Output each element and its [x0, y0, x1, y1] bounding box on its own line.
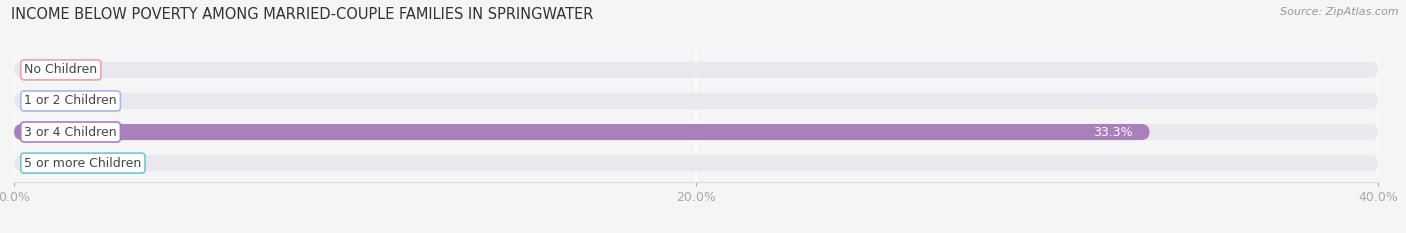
FancyBboxPatch shape: [14, 124, 1378, 140]
Text: No Children: No Children: [24, 63, 97, 76]
Text: 1 or 2 Children: 1 or 2 Children: [24, 94, 117, 107]
Text: 33.3%: 33.3%: [1092, 126, 1132, 139]
Text: 0.0%: 0.0%: [41, 63, 73, 76]
Text: INCOME BELOW POVERTY AMONG MARRIED-COUPLE FAMILIES IN SPRINGWATER: INCOME BELOW POVERTY AMONG MARRIED-COUPL…: [11, 7, 593, 22]
Text: Source: ZipAtlas.com: Source: ZipAtlas.com: [1281, 7, 1399, 17]
Text: 3 or 4 Children: 3 or 4 Children: [24, 126, 117, 139]
FancyBboxPatch shape: [14, 124, 1150, 140]
FancyBboxPatch shape: [14, 155, 1378, 171]
Text: 0.0%: 0.0%: [41, 94, 73, 107]
Text: 0.0%: 0.0%: [41, 157, 73, 170]
FancyBboxPatch shape: [14, 93, 1378, 109]
FancyBboxPatch shape: [14, 62, 1378, 78]
Text: 5 or more Children: 5 or more Children: [24, 157, 142, 170]
